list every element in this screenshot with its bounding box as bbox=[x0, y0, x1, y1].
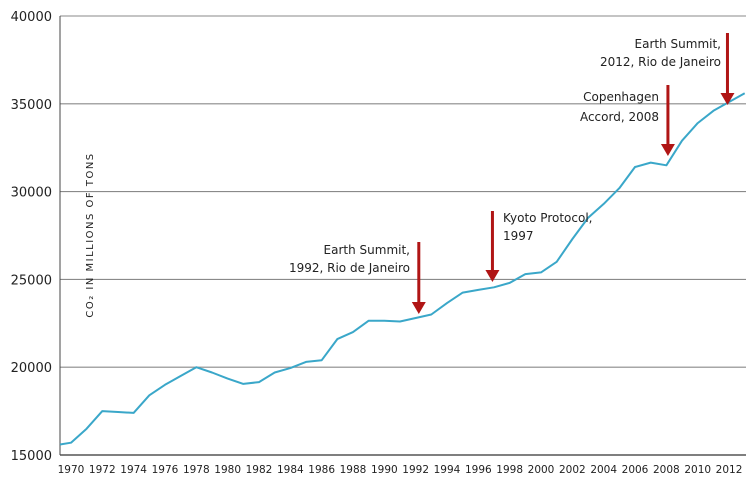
y-tick-label: 35000 bbox=[11, 98, 52, 113]
series-layer bbox=[59, 92, 746, 446]
x-tick-label: 1982 bbox=[246, 464, 273, 476]
annotation-text: 2012, Rio de Janeiro bbox=[600, 55, 721, 69]
emissions-line bbox=[59, 92, 746, 446]
x-tick-label: 1998 bbox=[496, 464, 523, 476]
x-tick-label: 1972 bbox=[89, 464, 116, 476]
annotation-earth-summit-1992: Earth Summit, 1992, Rio de Janeiro bbox=[289, 242, 426, 314]
x-tick-label: 1994 bbox=[434, 464, 461, 476]
x-tick-label: 2002 bbox=[559, 464, 586, 476]
annotation-text: Accord, 2008 bbox=[580, 110, 659, 124]
gridlines bbox=[60, 15, 746, 456]
y-tick-labels: 15000 20000 25000 30000 35000 40000 bbox=[11, 10, 52, 464]
y-tick-label: 20000 bbox=[11, 361, 52, 376]
annotation-copenhagen-accord: Copenhagen Accord, 2008 bbox=[580, 85, 675, 156]
x-tick-label: 1984 bbox=[277, 464, 304, 476]
x-tick-label: 2006 bbox=[622, 464, 649, 476]
x-tick-label: 1974 bbox=[120, 464, 147, 476]
x-tick-label: 2010 bbox=[684, 464, 711, 476]
x-tick-label: 1996 bbox=[465, 464, 492, 476]
x-tick-labels: 1970 1972 1974 1976 1978 1980 1982 1984 1986 1988… bbox=[58, 464, 743, 476]
x-tick-label: 2004 bbox=[590, 464, 617, 476]
y-tick-label: 25000 bbox=[11, 273, 52, 288]
annotations: Earth Summit, 1992, Rio de Janeiro Kyoto P… bbox=[289, 33, 735, 314]
arrow-head bbox=[720, 93, 735, 105]
x-tick-label: 2000 bbox=[528, 464, 555, 476]
y-tick-label: 15000 bbox=[11, 449, 52, 464]
y-axis-label: CO₂ IN MILLIONS OF TONS bbox=[85, 152, 96, 317]
annotation-earth-summit-2012: Earth Summit, 2012, Rio de Janeiro bbox=[600, 33, 735, 105]
x-tick-label: 1980 bbox=[214, 464, 241, 476]
annotation-kyoto-protocol: Kyoto Protocol, 1997 bbox=[485, 211, 592, 282]
annotation-text: 1992, Rio de Janeiro bbox=[289, 261, 410, 275]
arrow-head bbox=[485, 270, 500, 282]
annotation-text: Earth Summit, bbox=[635, 37, 721, 51]
x-tick-label: 2012 bbox=[716, 464, 743, 476]
x-tick-label: 1978 bbox=[183, 464, 210, 476]
x-tick-label: 1976 bbox=[152, 464, 179, 476]
y-tick-label: 40000 bbox=[11, 10, 52, 25]
y-tick-label: 30000 bbox=[11, 186, 52, 201]
arrow-head bbox=[660, 144, 675, 156]
x-tick-label: 2008 bbox=[653, 464, 680, 476]
x-tick-label: 1990 bbox=[371, 464, 398, 476]
annotation-text: Copenhagen bbox=[583, 90, 659, 104]
x-tick-label: 1970 bbox=[58, 464, 85, 476]
arrow-head bbox=[411, 302, 426, 314]
annotation-text: 1997 bbox=[503, 229, 534, 243]
x-tick-label: 1992 bbox=[402, 464, 429, 476]
annotation-text: Kyoto Protocol, bbox=[503, 211, 592, 225]
x-tick-label: 1988 bbox=[340, 464, 367, 476]
x-tick-label: 1986 bbox=[308, 464, 335, 476]
annotation-text: Earth Summit, bbox=[324, 243, 410, 257]
